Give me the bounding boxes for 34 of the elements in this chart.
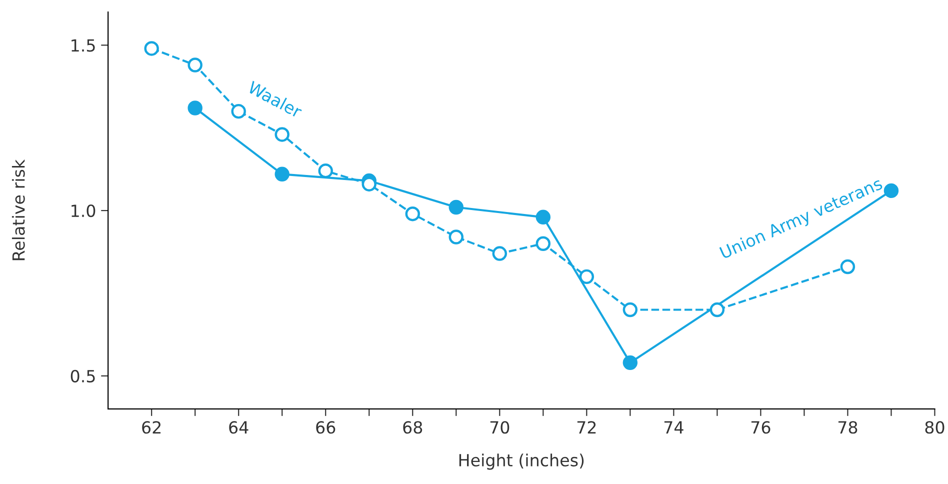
point <box>710 302 725 318</box>
point <box>231 104 246 119</box>
point <box>884 183 899 198</box>
y-axis-title: Relative risk <box>12 159 25 260</box>
x-axis-title: Height (inches) <box>459 454 584 470</box>
x-tick-label: 72 <box>577 421 596 434</box>
point <box>188 100 202 116</box>
x-tick-label: 76 <box>751 421 770 434</box>
x-tick-label: 62 <box>142 421 161 434</box>
x-tick-label: 78 <box>838 421 858 434</box>
y-tick-label: 1.0 <box>72 204 96 218</box>
x-tick-label: 66 <box>316 421 336 434</box>
point <box>840 259 856 274</box>
point <box>492 246 508 261</box>
point <box>536 236 551 251</box>
point <box>318 163 333 178</box>
point <box>622 355 638 370</box>
x-tick-label: 80 <box>925 421 944 434</box>
point <box>448 200 464 215</box>
point <box>405 206 420 222</box>
point <box>448 230 464 244</box>
x-tick-label: 64 <box>229 421 248 434</box>
y-tick-label: 1.5 <box>72 39 95 52</box>
point <box>579 269 594 284</box>
x-tick-label: 68 <box>403 421 422 434</box>
point <box>622 302 638 318</box>
point <box>188 58 202 72</box>
x-tick-label: 74 <box>664 421 684 434</box>
point <box>536 210 551 225</box>
point <box>274 127 290 142</box>
point <box>144 41 159 56</box>
y-tick-label: 0.5 <box>70 370 95 382</box>
point <box>274 166 290 182</box>
x-tick-label: 70 <box>490 421 510 434</box>
